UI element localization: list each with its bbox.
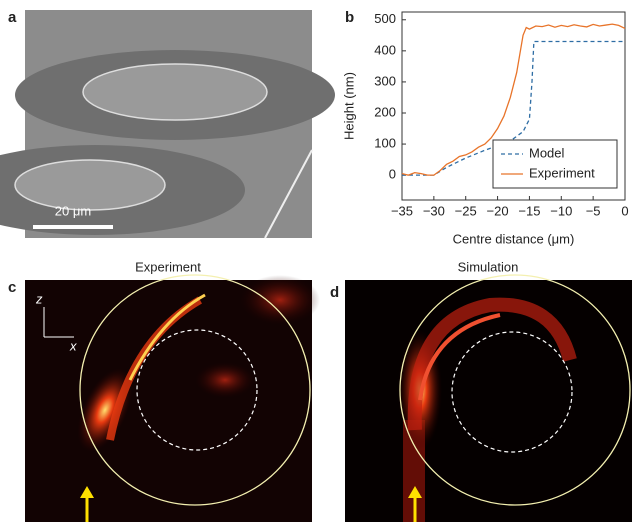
x-tick-label: −10 [550,203,572,218]
y-tick-label: 500 [374,11,396,26]
sem-image [0,10,335,238]
y-tick-label: 100 [374,136,396,151]
panel-label: c [8,279,16,296]
y-axis-label: Height (nm) [341,72,356,140]
panel-label: a [8,9,17,26]
y-tick-label: 300 [374,73,396,88]
panel-title: Simulation [458,259,519,274]
experiment-image [25,275,320,522]
chart: 0 100 200 300 400 500 −35 −30 −25 −20 −15 −10 −5 0 Cen… [341,11,628,246]
x-tick-label: −20 [487,203,509,218]
x-tick-label: −5 [586,203,601,218]
panel-label: d [330,284,339,301]
scale-bar-label: 20 μm [55,203,91,218]
x-tick-label: −25 [455,203,477,218]
x-tick-label: −35 [391,203,413,218]
y-tick-label: 0 [389,167,396,182]
x-tick-label: 0 [621,203,628,218]
y-tick-label: 200 [374,104,396,119]
y-tick-label: 400 [374,42,396,57]
axis-label: x [69,338,77,353]
legend-label: Experiment [529,165,595,180]
panel-title: Experiment [135,259,201,274]
legend-label: Model [529,145,565,160]
simulation-image [345,275,632,522]
x-tick-label: −15 [518,203,540,218]
x-tick-label: −30 [423,203,445,218]
panel-label: b [345,9,354,26]
axis-label: z [35,291,43,306]
x-axis-label: Centre distance (μm) [453,231,575,246]
figure: a 20 μm b 0 100 200 300 400 500 −35 −30 −25 −20 −1… [0,0,632,522]
